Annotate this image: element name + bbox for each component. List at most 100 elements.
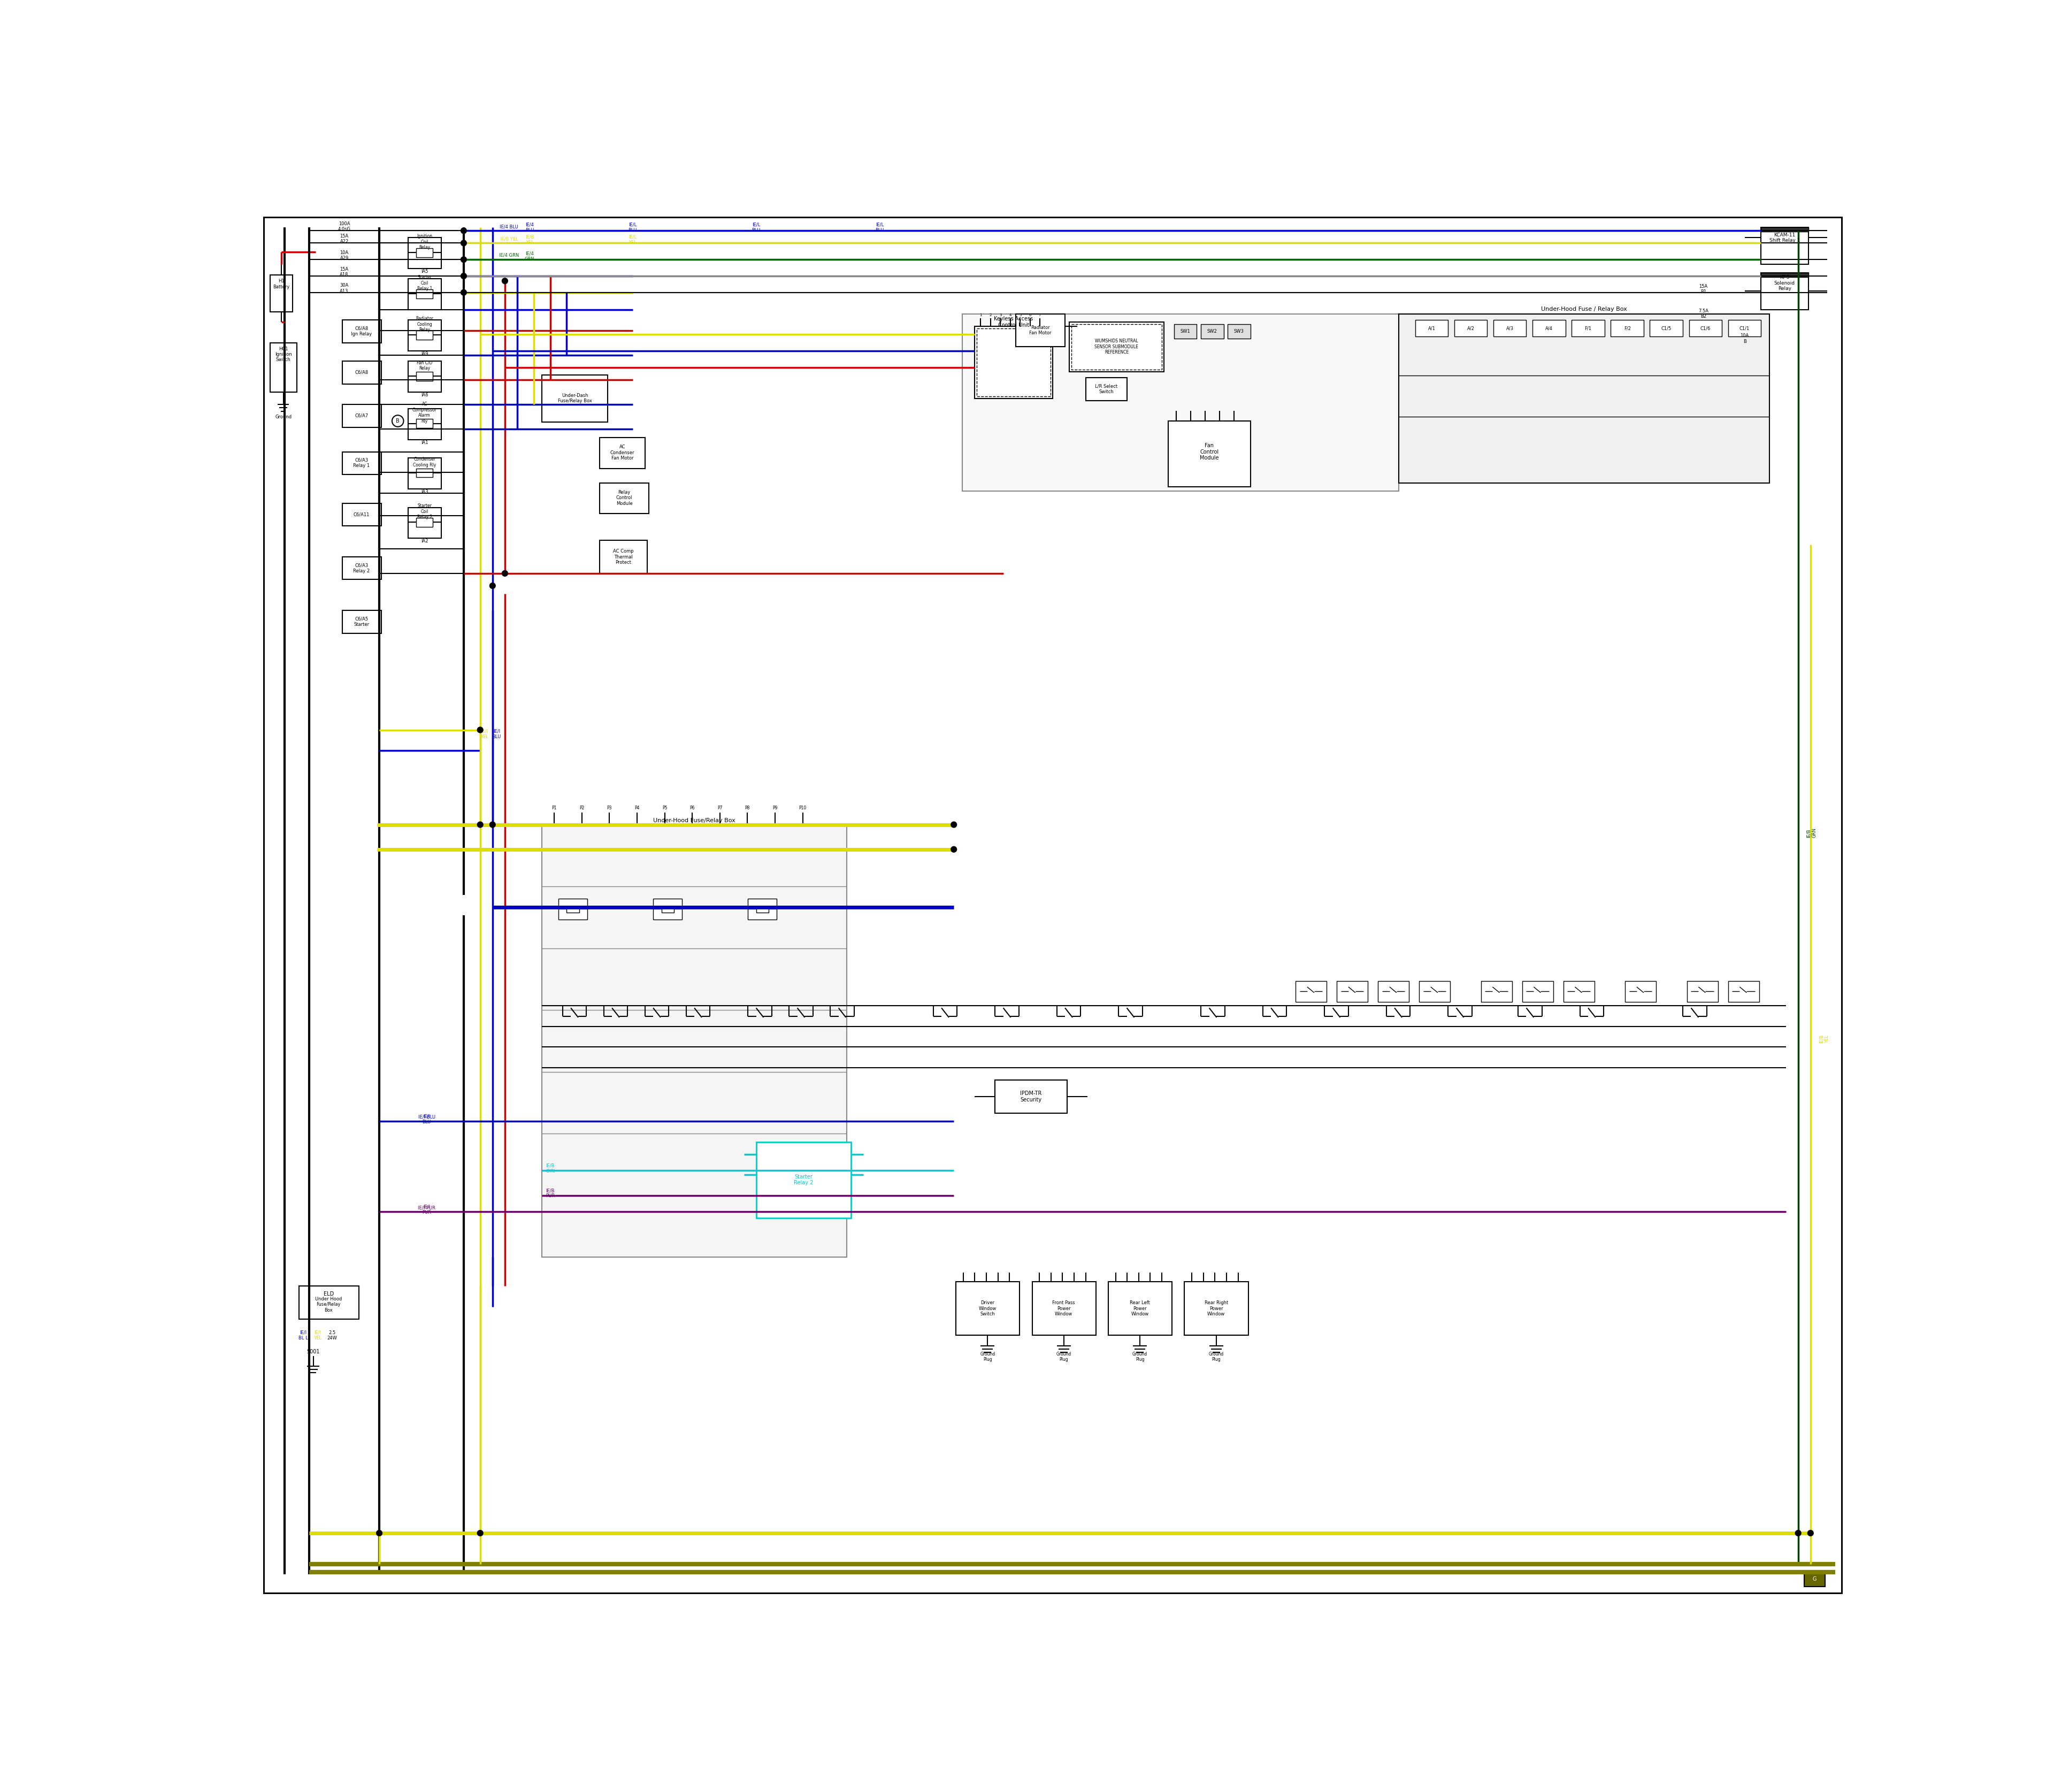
Bar bbox=[756, 907, 768, 912]
Bar bbox=[1625, 982, 1656, 1002]
Text: Starter
Relay 2: Starter Relay 2 bbox=[793, 1174, 813, 1186]
Circle shape bbox=[460, 272, 466, 280]
Text: A/4: A/4 bbox=[1545, 326, 1553, 332]
Bar bbox=[1481, 982, 1512, 1002]
Circle shape bbox=[489, 582, 495, 588]
Bar bbox=[417, 419, 433, 428]
Bar bbox=[409, 362, 442, 392]
Text: IA9: IA9 bbox=[421, 351, 427, 357]
Text: F/1: F/1 bbox=[1584, 326, 1592, 332]
Text: Condenser
Cooling Rly: Condenser Cooling Rly bbox=[413, 457, 435, 468]
Bar bbox=[542, 375, 608, 423]
Bar bbox=[1072, 324, 1163, 369]
Text: B: B bbox=[396, 418, 401, 423]
Text: 15A
B1: 15A B1 bbox=[1699, 283, 1707, 294]
Text: Rear Right
Power
Window: Rear Right Power Window bbox=[1204, 1301, 1228, 1317]
Text: ELD: ELD bbox=[322, 1292, 333, 1297]
Text: Ground: Ground bbox=[275, 414, 292, 419]
Bar bbox=[343, 452, 382, 475]
Text: 1: 1 bbox=[980, 314, 982, 317]
Bar bbox=[1686, 982, 1717, 1002]
Bar bbox=[1454, 321, 1487, 337]
Text: L/R Select
Switch: L/R Select Switch bbox=[1095, 383, 1117, 394]
Bar bbox=[600, 437, 645, 468]
Bar bbox=[417, 371, 433, 380]
Bar bbox=[600, 541, 647, 573]
Bar bbox=[1493, 321, 1526, 337]
Circle shape bbox=[501, 570, 507, 577]
Bar bbox=[756, 1142, 850, 1219]
Text: 10A
A29: 10A A29 bbox=[339, 251, 349, 260]
Circle shape bbox=[460, 256, 466, 262]
Text: C6/A7: C6/A7 bbox=[355, 414, 368, 418]
Text: Ground
Plug: Ground Plug bbox=[1208, 1351, 1224, 1362]
Circle shape bbox=[951, 823, 957, 828]
Bar bbox=[1727, 982, 1758, 1002]
Circle shape bbox=[477, 823, 483, 828]
Bar bbox=[1649, 321, 1682, 337]
Bar bbox=[1760, 228, 1808, 265]
Bar bbox=[1571, 321, 1604, 337]
Text: IPDM-TR
Security: IPDM-TR Security bbox=[1021, 1091, 1041, 1102]
Text: Under-Dash
Fuse/Relay Box: Under-Dash Fuse/Relay Box bbox=[559, 392, 592, 403]
Text: Starter
Coil
Relay 1: Starter Coil Relay 1 bbox=[417, 274, 431, 290]
Bar bbox=[955, 1281, 1019, 1335]
Bar bbox=[1031, 1281, 1097, 1335]
Text: IA1: IA1 bbox=[421, 441, 427, 444]
Text: IE/B
CYN: IE/B CYN bbox=[546, 1163, 555, 1174]
Text: SW1: SW1 bbox=[1181, 328, 1191, 333]
Bar bbox=[1760, 228, 1808, 231]
Bar bbox=[1169, 421, 1251, 487]
Text: C6/A3
Relay 1: C6/A3 Relay 1 bbox=[353, 457, 370, 468]
Text: IE/I
BL L: IE/I BL L bbox=[298, 1330, 308, 1340]
Bar bbox=[1610, 321, 1643, 337]
Text: 15A
A18: 15A A18 bbox=[339, 267, 349, 278]
Bar bbox=[409, 409, 442, 439]
Bar bbox=[417, 289, 433, 297]
Text: A/2: A/2 bbox=[1467, 326, 1475, 332]
Text: A/1: A/1 bbox=[1428, 326, 1436, 332]
Bar bbox=[343, 405, 382, 426]
Bar bbox=[1175, 324, 1197, 339]
Text: Under Hood
Fuse/Relay
Box: Under Hood Fuse/Relay Box bbox=[314, 1297, 343, 1312]
Text: C1/1: C1/1 bbox=[1740, 326, 1750, 332]
Text: G: G bbox=[1812, 1577, 1816, 1582]
Text: IE/I BLU: IE/I BLU bbox=[419, 1115, 435, 1120]
Bar bbox=[653, 900, 682, 919]
Circle shape bbox=[1795, 1530, 1801, 1536]
Text: Ground
Plug: Ground Plug bbox=[980, 1351, 994, 1362]
Text: P5: P5 bbox=[661, 806, 668, 810]
Bar bbox=[1415, 321, 1448, 337]
Text: IA6: IA6 bbox=[421, 392, 427, 398]
Text: IE/B
PUR: IE/B PUR bbox=[546, 1188, 555, 1199]
Text: 4: 4 bbox=[1009, 314, 1011, 317]
Text: P4: P4 bbox=[635, 806, 639, 810]
Text: 30A
A13: 30A A13 bbox=[339, 283, 349, 294]
Text: 7: 7 bbox=[1039, 314, 1041, 317]
Bar bbox=[542, 824, 846, 1258]
Text: Keyless Access
Control Unit: Keyless Access Control Unit bbox=[994, 317, 1033, 328]
Text: IE/L
BLU: IE/L BLU bbox=[629, 222, 637, 233]
Bar bbox=[343, 362, 382, 383]
Circle shape bbox=[477, 1530, 483, 1536]
Bar bbox=[343, 504, 382, 527]
Bar bbox=[1185, 1281, 1249, 1335]
Text: A/3: A/3 bbox=[1506, 326, 1514, 332]
Text: F/2: F/2 bbox=[1625, 326, 1631, 332]
Bar bbox=[1532, 321, 1565, 337]
Text: P2: P2 bbox=[579, 806, 585, 810]
Bar bbox=[976, 328, 1050, 396]
Bar bbox=[271, 274, 294, 312]
Text: 6: 6 bbox=[1029, 314, 1031, 317]
Bar bbox=[559, 900, 587, 919]
Text: C6/A8: C6/A8 bbox=[355, 369, 368, 375]
Bar bbox=[1109, 1281, 1173, 1335]
Text: 2.5
24W: 2.5 24W bbox=[327, 1330, 337, 1340]
Text: S001: S001 bbox=[306, 1349, 320, 1355]
Bar bbox=[567, 907, 579, 912]
Text: P3: P3 bbox=[608, 806, 612, 810]
Text: IE/L
BLU: IE/L BLU bbox=[875, 222, 883, 233]
Bar bbox=[961, 314, 1399, 491]
Bar bbox=[661, 907, 674, 912]
Text: IE/I
PUR: IE/I PUR bbox=[421, 1204, 431, 1215]
